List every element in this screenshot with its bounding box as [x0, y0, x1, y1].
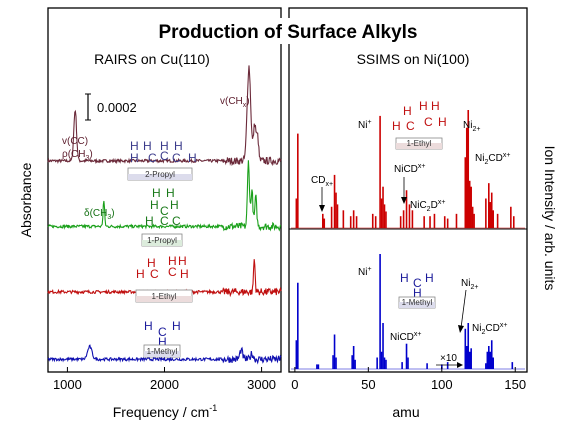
svg-text:H: H: [160, 139, 169, 153]
ssims-subtitle: SSIMS on Ni(100): [357, 51, 470, 67]
svg-text:H: H: [144, 319, 153, 333]
nicdx-bottom: NiCDx+: [390, 331, 421, 343]
svg-text:H: H: [400, 271, 409, 285]
ssims-tick-label: 50: [361, 377, 375, 392]
2-propyl-molecule-icon: H H C H C H C H H 2-Propyl: [127, 139, 197, 181]
svg-text:H: H: [147, 256, 156, 270]
svg-text:C: C: [168, 265, 177, 279]
rairs-trace-1-methyl: [47, 344, 282, 365]
svg-text:H: H: [431, 99, 440, 113]
title-background: [138, 18, 438, 44]
ssims-x-ticks: 0 50 100 150: [291, 367, 526, 392]
rairs-tick-label: 3000: [247, 377, 276, 392]
ssims-y-label: Ion Intensity / arb. units: [542, 146, 558, 291]
cdx-top: CDx+: [311, 175, 333, 188]
zoom-label: ×10: [440, 353, 457, 364]
rairs-x-ticks: 1000 2000 3000: [53, 367, 276, 392]
ssims-ethyl-molecule-icon: H H H H C C H 1-Ethyl: [392, 99, 447, 150]
svg-text:H: H: [392, 119, 401, 133]
svg-text:H: H: [150, 198, 159, 212]
svg-text:C: C: [424, 115, 433, 129]
1-ethyl-tag: 1-Ethyl: [152, 292, 177, 301]
1-methyl-molecule-icon: H C H H 1-Methyl: [143, 319, 181, 358]
ssims-tick-label: 0: [291, 377, 298, 392]
ssims-x-label: amu: [392, 404, 419, 420]
svg-text:H: H: [419, 99, 428, 113]
ssims-1-ethyl-tag: 1-Ethyl: [407, 139, 432, 148]
svg-text:H: H: [438, 115, 447, 129]
ni2cdx-bottom: Ni2CDx+: [472, 322, 507, 336]
svg-text:C: C: [160, 149, 169, 163]
svg-text:H: H: [152, 186, 161, 200]
svg-text:C: C: [413, 276, 422, 290]
svg-text:H: H: [136, 267, 145, 281]
vchx-annotation: v(CHx): [220, 96, 250, 109]
delta-ch3-annotation: δ(CH3): [84, 208, 115, 221]
svg-text:H: H: [158, 335, 167, 349]
svg-text:C: C: [160, 204, 169, 218]
svg-text:H: H: [166, 186, 175, 200]
ni2-bottom: Ni2+: [461, 278, 478, 291]
rairs-x-label: Frequency / cm-1: [113, 403, 218, 420]
svg-text:C: C: [160, 214, 169, 228]
ssims-methyl-molecule-icon: H C H H 1-Methyl: [398, 271, 436, 309]
svg-text:H: H: [172, 319, 181, 333]
absorbance-scale-bar: 0.0002: [85, 93, 137, 121]
svg-text:H: H: [170, 198, 179, 212]
ni2cdx-top: Ni2CDx+: [475, 152, 510, 166]
rairs-tick-label: 1000: [53, 377, 82, 392]
rairs-trace-2-propyl: [47, 65, 282, 167]
svg-text:H: H: [143, 139, 152, 153]
svg-text:H: H: [413, 286, 422, 300]
svg-text:C: C: [150, 267, 159, 281]
svg-text:H: H: [130, 151, 139, 165]
rairs-subtitle: RAIRS on Cu(110): [94, 51, 210, 67]
rairs-y-label: Absorbance: [18, 162, 34, 237]
ssims-tick-label: 100: [431, 377, 453, 392]
svg-text:H: H: [425, 271, 434, 285]
ssims-1-methyl-tag: 1-Methyl: [402, 298, 433, 307]
ni-plus-bottom: Ni+: [358, 266, 372, 278]
svg-text:H: H: [130, 139, 139, 153]
rairs-trace-1-propyl: [47, 160, 282, 232]
1-methyl-tag: 1-Methyl: [147, 347, 178, 356]
2-propyl-tag: 2-Propyl: [145, 170, 175, 179]
svg-text:C: C: [172, 151, 181, 165]
svg-text:H: H: [403, 104, 412, 118]
1-ethyl-molecule-icon: H H H H C C H 1-Ethyl: [135, 254, 193, 303]
svg-text:H: H: [145, 214, 154, 228]
rairs-tick-label: 2000: [150, 377, 179, 392]
ssims-bars: [291, 110, 525, 370]
1-propyl-tag: 1-Propyl: [147, 236, 177, 245]
ssims-tick-label: 150: [504, 377, 526, 392]
svg-text:H: H: [174, 139, 183, 153]
scale-bar-label: 0.0002: [97, 100, 137, 115]
svg-text:H: H: [168, 254, 177, 268]
1-propyl-molecule-icon: H H H C H H C C 1-Propyl: [141, 186, 183, 247]
ni-plus-top: Ni+: [358, 119, 372, 131]
svg-text:H: H: [178, 254, 187, 268]
svg-text:C: C: [158, 325, 167, 339]
rho-ch3-annotation: ρ(CH3): [62, 149, 93, 162]
nic2dx-top: NiC2Dx+: [410, 199, 445, 213]
svg-text:C: C: [172, 214, 181, 228]
svg-text:H: H: [188, 151, 197, 165]
vcc-annotation: v(CC): [62, 136, 88, 147]
svg-text:C: C: [406, 119, 415, 133]
svg-text:C: C: [148, 151, 157, 165]
svg-text:H: H: [180, 267, 189, 281]
nicdx-top: NiCDx+: [394, 163, 425, 175]
chart-title: Production of Surface Alkyls: [158, 22, 417, 43]
ssims-plot-frame: [288, 7, 528, 373]
ni2-top: Ni2+: [463, 120, 480, 133]
